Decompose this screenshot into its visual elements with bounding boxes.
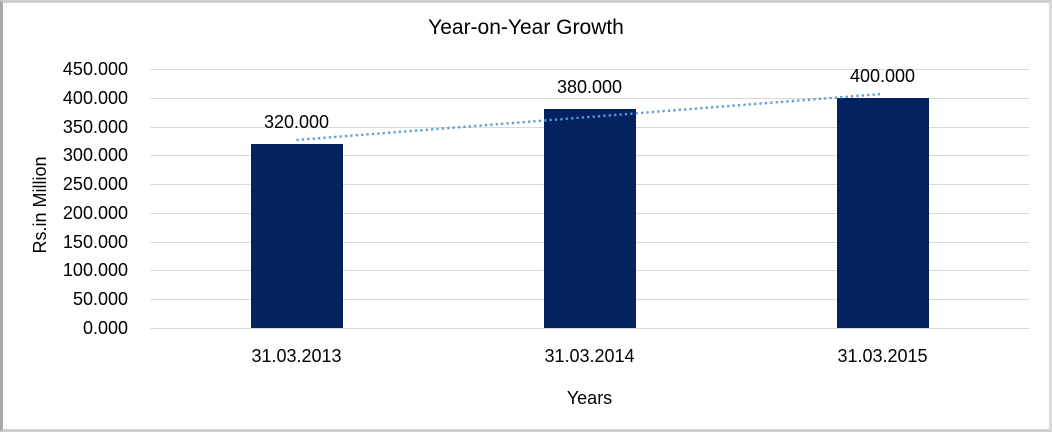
x-category-label: 31.03.2014 <box>544 346 635 366</box>
y-tick-label: 50.000 <box>72 289 128 310</box>
y-tick-label: 0.000 <box>82 318 128 338</box>
y-tick-label: 250.000 <box>62 174 128 195</box>
y-tick-label: 200.000 <box>62 202 128 223</box>
gridline <box>150 69 1029 70</box>
data-label: 400.000 <box>849 65 916 86</box>
bar <box>836 97 929 328</box>
gridline <box>150 328 1029 329</box>
bar <box>543 109 636 328</box>
chart-title: Year-on-Year Growth <box>428 16 624 39</box>
data-label: 380.000 <box>556 77 623 98</box>
y-tick-label: 100.000 <box>62 260 128 281</box>
bar <box>250 143 343 328</box>
y-tick-label: 350.000 <box>62 116 128 137</box>
x-category-label: 31.03.2013 <box>251 346 342 366</box>
y-tick-label: 450.000 <box>62 59 128 79</box>
data-label: 320.000 <box>263 111 330 132</box>
x-axis-title: Years <box>566 388 613 408</box>
y-tick-label: 400.000 <box>62 87 128 108</box>
y-tick-label: 150.000 <box>62 231 128 252</box>
y-tick-label: 300.000 <box>62 145 128 166</box>
x-category-label: 31.03.2015 <box>837 346 928 366</box>
